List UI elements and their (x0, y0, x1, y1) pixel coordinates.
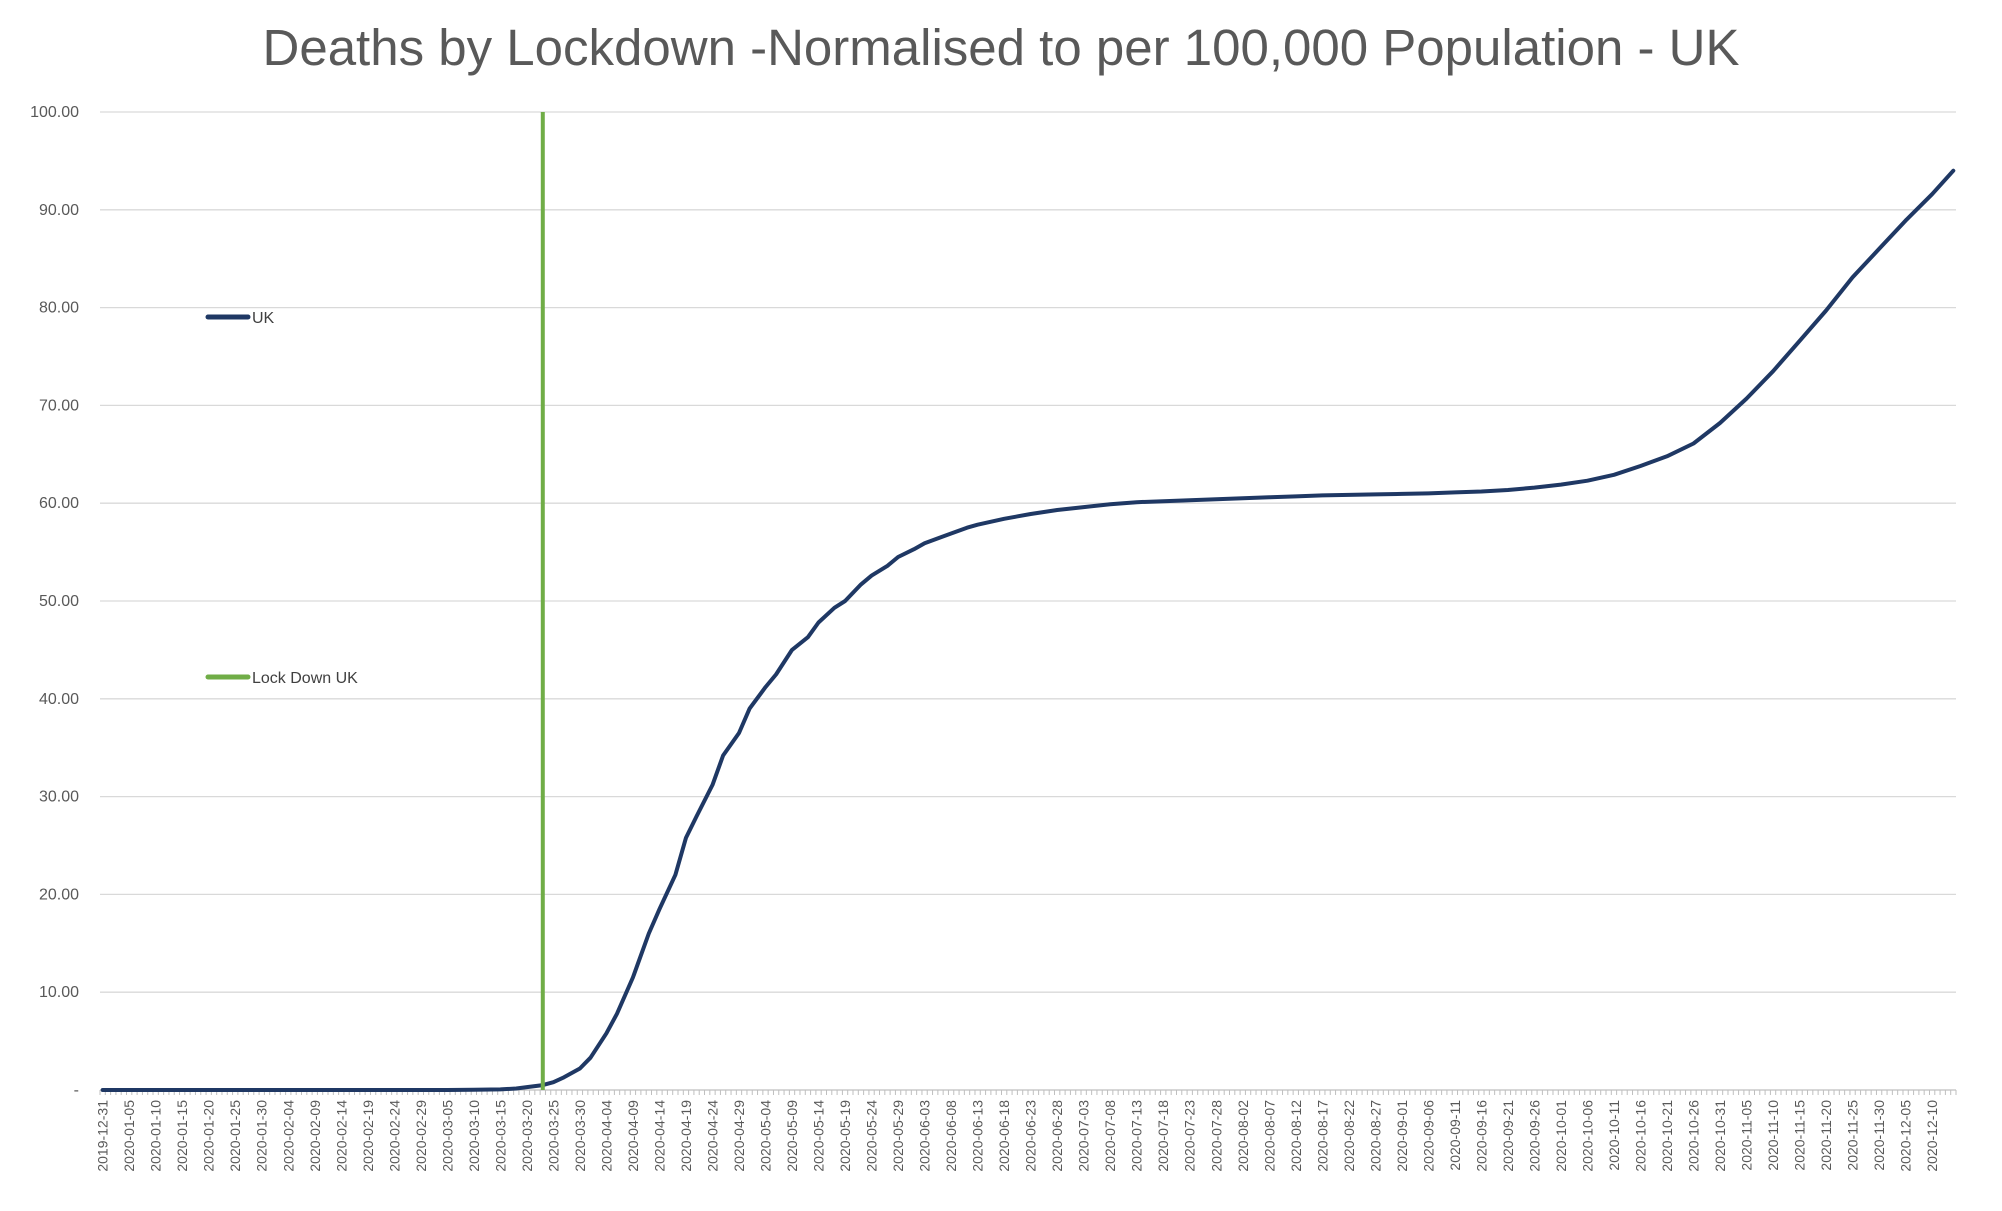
x-tick-label: 2020-02-14 (333, 1100, 349, 1172)
x-tick-label: 2020-10-16 (1632, 1100, 1648, 1172)
x-tick-label: 2020-05-19 (837, 1100, 853, 1172)
x-tick-label: 2020-07-23 (1182, 1100, 1198, 1172)
series-line-uk (100, 168, 1956, 1092)
x-tick-label: 2020-08-02 (1235, 1100, 1251, 1172)
x-tick-label: 2020-04-29 (731, 1100, 747, 1172)
x-tick-label: 2020-11-20 (1818, 1100, 1834, 1171)
x-tick-label: 2020-10-21 (1659, 1100, 1675, 1172)
y-tick-label: 20.00 (39, 886, 79, 903)
x-tick-label: 2020-07-28 (1208, 1100, 1224, 1172)
x-tick-label: 2020-02-19 (360, 1100, 376, 1172)
y-tick-label: 100.00 (30, 104, 79, 121)
x-tick-label: 2020-03-10 (466, 1100, 482, 1172)
x-tick-label: 2020-09-11 (1447, 1100, 1463, 1171)
x-tick-label: 2020-06-28 (1049, 1100, 1065, 1172)
x-tick-label: 2020-07-08 (1102, 1100, 1118, 1172)
x-tick-label: 2020-01-10 (148, 1100, 164, 1172)
x-tick-label: 2020-11-25 (1845, 1100, 1861, 1171)
x-tick-label: 2020-05-04 (758, 1100, 774, 1172)
x-tick-label: 2020-08-27 (1367, 1100, 1383, 1172)
x-tick-label: 2020-10-31 (1712, 1100, 1728, 1172)
x-tick-label: 2020-06-23 (1023, 1100, 1039, 1172)
x-tick-label: 2020-05-09 (784, 1100, 800, 1172)
legend-label: Lock Down UK (252, 670, 358, 687)
x-tick-label: 2020-04-04 (598, 1100, 614, 1172)
legend-label: UK (252, 310, 275, 327)
series-area (100, 112, 1956, 1092)
x-tick-label: 2020-01-20 (201, 1100, 217, 1172)
x-tick-label: 2020-07-13 (1129, 1100, 1145, 1172)
y-tick-label: 60.00 (39, 495, 79, 512)
y-tick-label: 70.00 (39, 397, 79, 414)
x-tick-label: 2020-11-30 (1871, 1100, 1887, 1171)
legend: UK Lock Down UK (205, 310, 358, 687)
x-tick-label: 2020-02-24 (386, 1100, 402, 1172)
x-tick-label: 2020-09-26 (1526, 1100, 1542, 1172)
x-tick-label: 2020-02-04 (280, 1100, 296, 1172)
x-tick-label: 2020-10-11 (1606, 1100, 1622, 1171)
x-tick-label: 2020-05-24 (864, 1100, 880, 1172)
x-tick-label: 2020-08-07 (1261, 1100, 1277, 1172)
y-tick-label: 30.00 (39, 789, 79, 806)
x-tick-label: 2020-09-16 (1473, 1100, 1489, 1172)
x-tick-label: 2020-09-21 (1500, 1100, 1516, 1172)
x-tick-label: 2020-02-29 (413, 1100, 429, 1172)
x-tick-label: 2020-09-01 (1394, 1100, 1410, 1172)
x-tick-label: 2020-06-18 (996, 1100, 1012, 1172)
x-tick-label: 2020-06-13 (970, 1100, 986, 1172)
x-tick-label: 2020-04-24 (704, 1100, 720, 1172)
x-tick-label: 2020-06-03 (917, 1100, 933, 1172)
x-tick-label: 2020-10-01 (1553, 1100, 1569, 1172)
x-tick-label: 2020-10-06 (1579, 1100, 1595, 1172)
x-tick-label: 2020-10-26 (1686, 1100, 1702, 1172)
x-tick-label: 2020-08-22 (1341, 1100, 1357, 1172)
x-tick-label: 2020-09-06 (1420, 1100, 1436, 1172)
gridlines (100, 111, 1956, 1091)
x-tick-label: 2020-03-30 (572, 1100, 588, 1172)
y-tick-label: 80.00 (39, 300, 79, 317)
x-tick-label: 2020-01-30 (254, 1100, 270, 1172)
x-tick-label: 2020-12-05 (1898, 1100, 1914, 1172)
y-tick-label: 50.00 (39, 593, 79, 610)
x-tick-label: 2020-02-09 (307, 1100, 323, 1172)
x-tick-label: 2020-05-29 (890, 1100, 906, 1172)
x-tick-label: 2020-11-15 (1792, 1100, 1808, 1171)
x-tick-label: 2020-01-25 (227, 1100, 243, 1172)
x-tick-label: 2020-04-19 (678, 1100, 694, 1172)
x-tick-label: 2020-03-05 (439, 1100, 455, 1172)
x-tick-label: 2019-12-31 (95, 1100, 111, 1172)
x-tick-label: 2020-08-12 (1288, 1100, 1304, 1172)
chart-title: Deaths by Lockdown -Normalised to per 10… (262, 19, 1740, 76)
x-tick-label: 2020-03-20 (519, 1100, 535, 1172)
x-tick-label: 2020-08-17 (1314, 1100, 1330, 1172)
x-tick-label: 2020-01-15 (174, 1100, 190, 1172)
x-tick-label: 2020-11-10 (1765, 1100, 1781, 1171)
x-tick-label: 2020-06-08 (943, 1100, 959, 1172)
x-tick-label: 2020-11-05 (1739, 1100, 1755, 1171)
x-tick-label: 2020-05-14 (811, 1100, 827, 1172)
x-tick-label: 2020-03-15 (492, 1100, 508, 1172)
y-tick-label: 10.00 (39, 984, 79, 1001)
x-tick-label: 2020-07-03 (1076, 1100, 1092, 1172)
x-tick-label: 2020-03-25 (545, 1100, 561, 1172)
y-tick-label: - (74, 1082, 79, 1099)
y-axis: - 10.00 20.00 30.00 40.00 50.00 60.00 70.00 80.0… (30, 104, 79, 1099)
x-tick-label: 2020-12-10 (1924, 1100, 1940, 1172)
x-tick-label: 2020-07-18 (1155, 1100, 1171, 1172)
x-tick-label: 2020-04-09 (625, 1100, 641, 1172)
x-tick-label: 2020-04-14 (651, 1100, 667, 1172)
y-tick-label: 40.00 (39, 691, 79, 708)
x-tick-label: 2020-01-05 (121, 1100, 137, 1172)
x-axis: 2019-12-31 2020-01-05 2020-01-10 2020-01-15… (95, 1090, 1957, 1172)
y-tick-label: 90.00 (39, 202, 79, 219)
